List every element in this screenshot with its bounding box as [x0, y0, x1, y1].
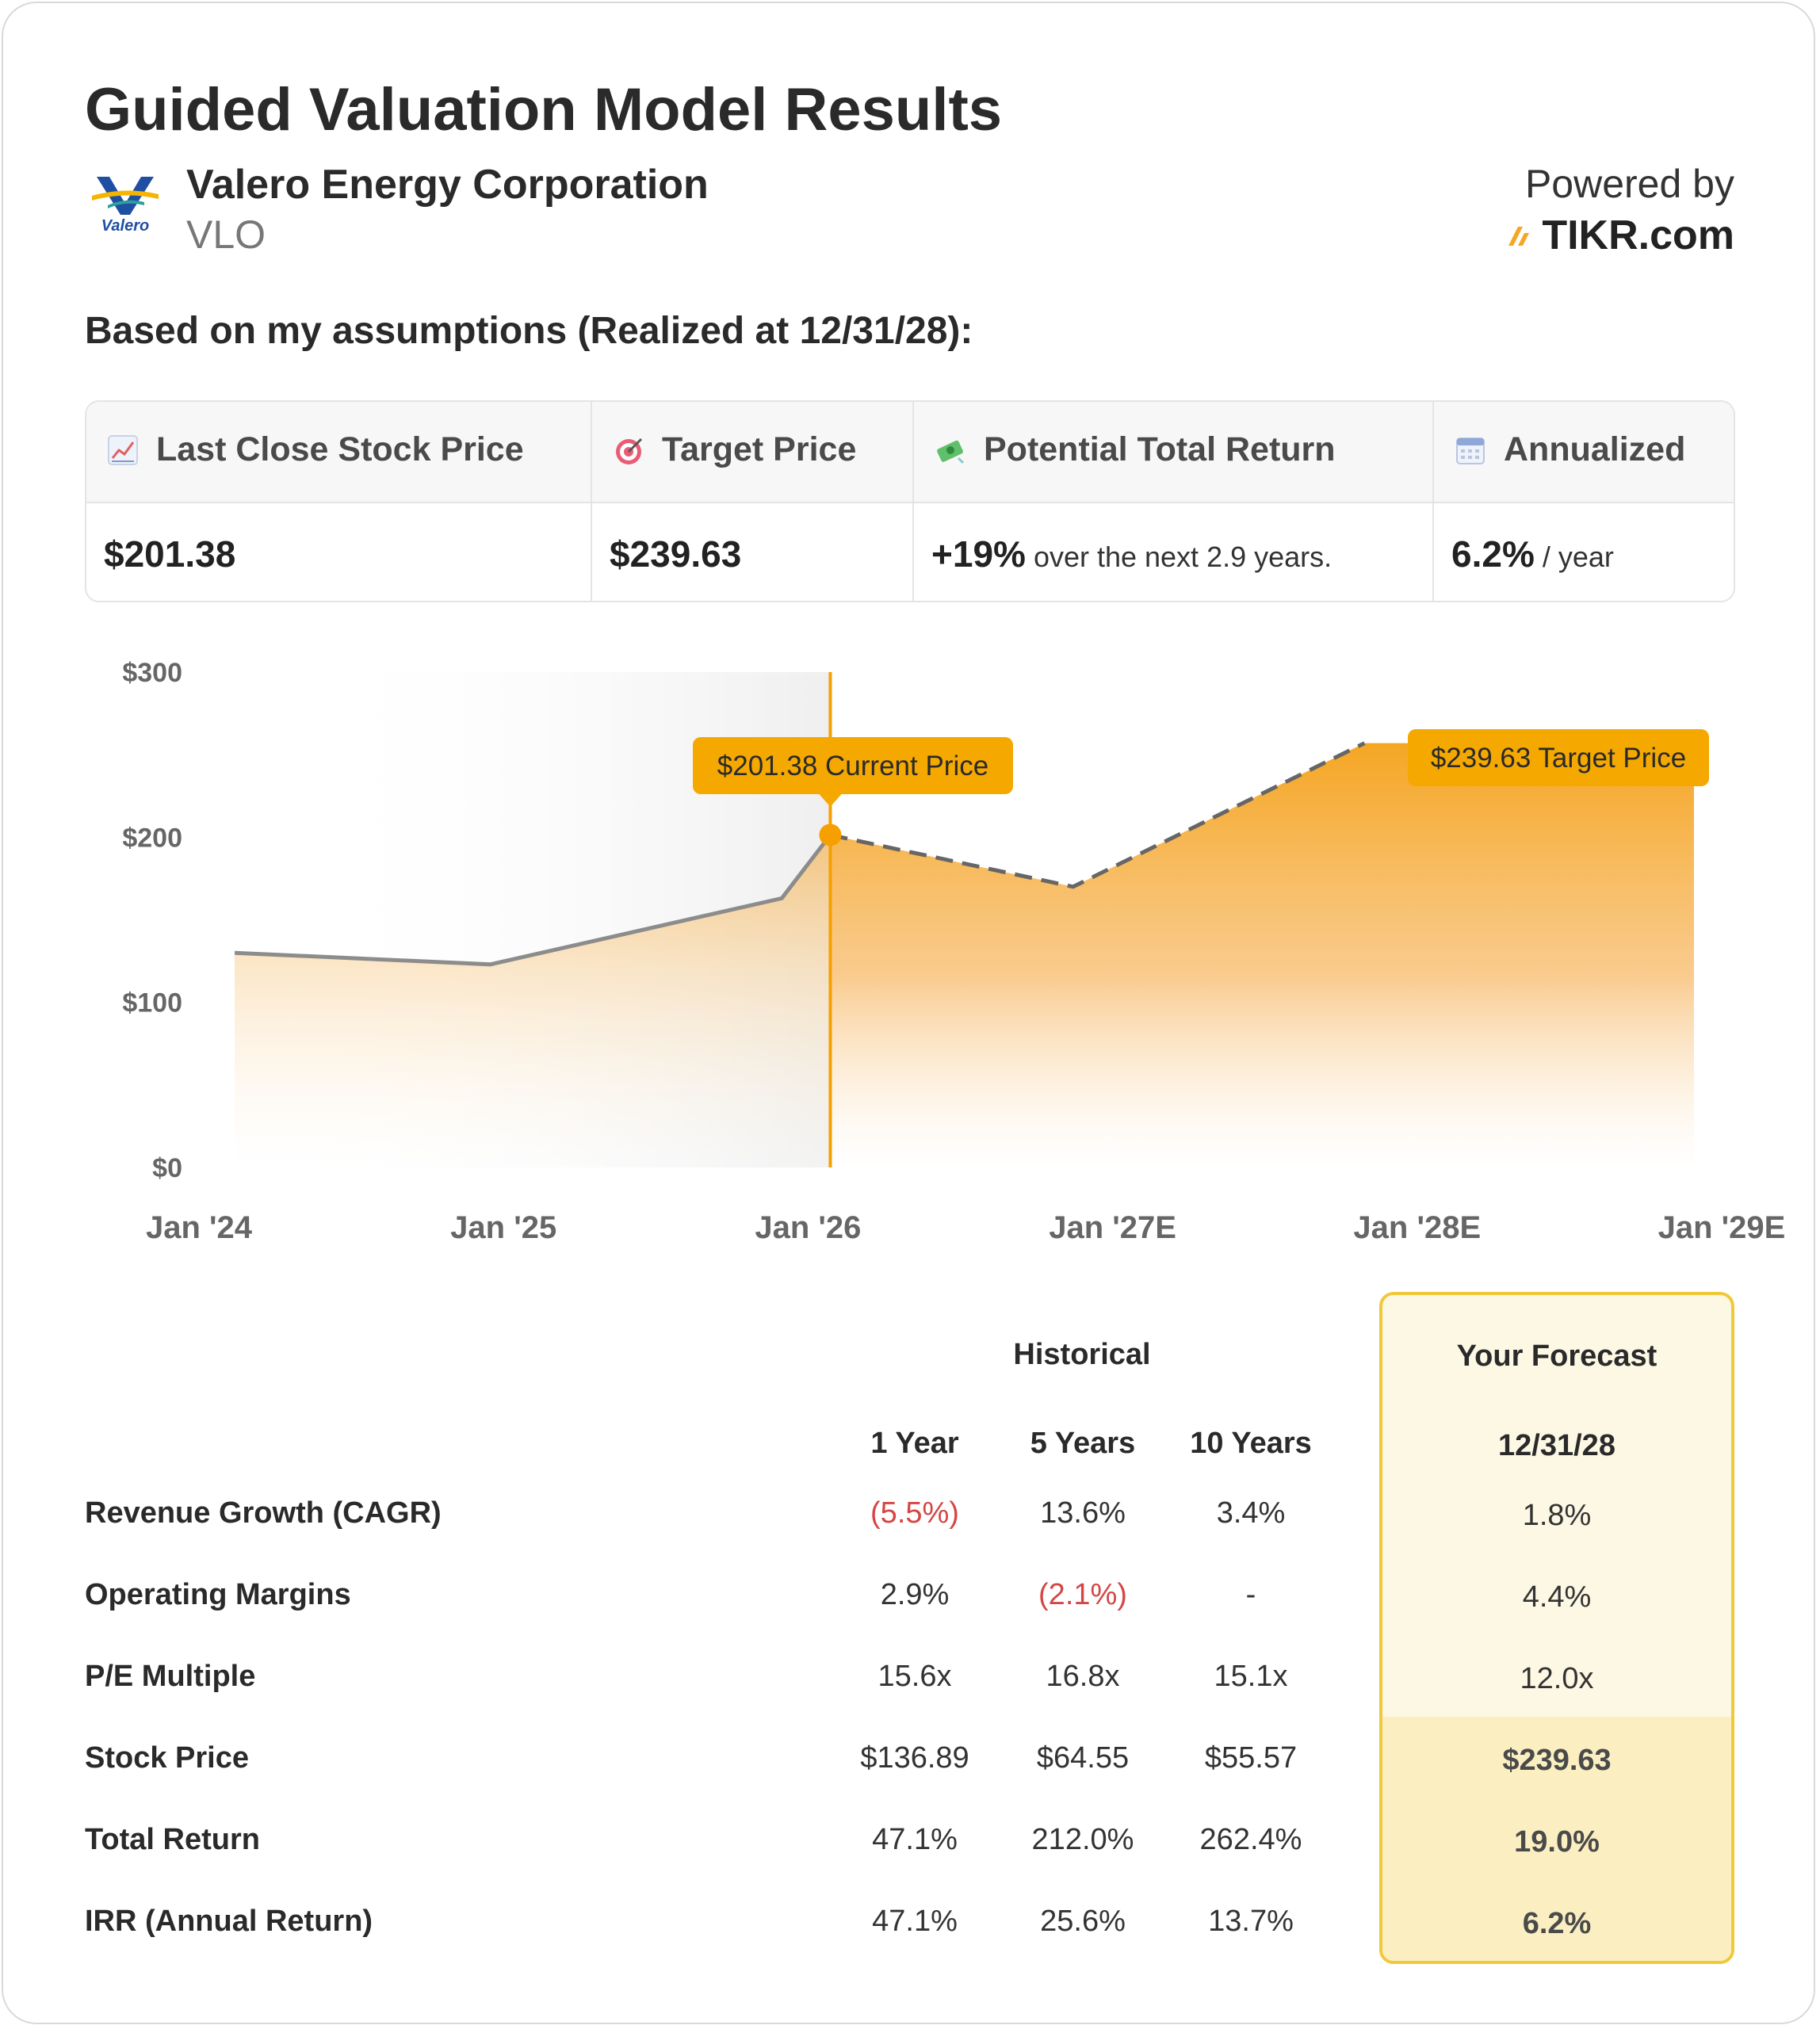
chart-increasing-icon [108, 434, 138, 465]
money-icon [937, 440, 965, 464]
company-name: Valero Energy Corporation [186, 162, 709, 208]
kpi-target-price: Target Price $239.63 [592, 402, 914, 601]
table-cell: - [1245, 1578, 1256, 1611]
table-cell: 25.6% [1040, 1905, 1126, 1938]
table-cell: 47.1% [872, 1823, 958, 1856]
kpi-value-annualized: 6.2% [1451, 533, 1535, 575]
y-tick-label: $300 [122, 658, 182, 688]
x-tick-label: Jan '29E [1658, 1210, 1786, 1245]
target-price-label-box [1408, 729, 1709, 786]
target-icon [616, 438, 643, 464]
logo-wordmark: Valero [101, 217, 149, 234]
tikr-brand[interactable]: TIKR.com [1507, 212, 1734, 259]
kpi-value-total-return: +19% [931, 533, 1026, 575]
target-price-label: $239.63 Target Price [1431, 743, 1686, 774]
table-cell: 262.4% [1199, 1823, 1302, 1856]
x-tick-label: Jan '28E [1353, 1210, 1481, 1245]
forecast-price-line [829, 741, 1366, 889]
current-price-label-box [693, 737, 1013, 794]
forecast-cell: 6.2% [1522, 1907, 1592, 1940]
calendar-icon [1456, 437, 1485, 464]
table-cell: 47.1% [872, 1905, 958, 1938]
col-header-forecast-date: 12/31/28 [1498, 1429, 1615, 1462]
col-header-10-years: 10 Years [1190, 1427, 1312, 1460]
kpi-label-total-return: Potential Total Return [984, 430, 1336, 468]
row-label: Revenue Growth (CAGR) [85, 1496, 442, 1530]
table-cell: 2.9% [880, 1578, 950, 1611]
forecast-cell: 12.0x [1520, 1662, 1594, 1695]
x-tick-label: Jan '24 [146, 1210, 253, 1245]
historical-group-header: Historical [1013, 1338, 1151, 1371]
kpi-total-return: Potential Total Return +19% over the next… [914, 402, 1434, 601]
historical-price-line [234, 833, 832, 967]
table-cell: (5.5%) [870, 1496, 959, 1530]
kpi-value-last-close: $201.38 [104, 533, 236, 575]
table-cell: 13.6% [1040, 1496, 1126, 1530]
row-label: Operating Margins [85, 1578, 351, 1611]
forecast-cell: 19.0% [1514, 1825, 1600, 1859]
table-cell: $64.55 [1036, 1741, 1130, 1775]
current-price-label: $201.38 Current Price [717, 751, 988, 781]
row-label: Total Return [85, 1823, 260, 1856]
kpi-annualized: Annualized 6.2% / year [1434, 402, 1734, 601]
page-title: Guided Valuation Model Results [85, 76, 1003, 143]
row-label: IRR (Annual Return) [85, 1905, 373, 1938]
y-tick-label: $200 [122, 823, 182, 853]
table-cell: 212.0% [1031, 1823, 1134, 1856]
forecast-area [830, 743, 1694, 1167]
ticker-symbol: VLO [186, 212, 266, 257]
table-cell: (2.1%) [1038, 1578, 1127, 1611]
row-label: Stock Price [85, 1741, 249, 1775]
forecast-group-header: Your Forecast [1456, 1339, 1658, 1373]
kpi-table: Last Close Stock Price $201.38 Target Pr… [85, 400, 1735, 602]
x-tick-label: Jan '27E [1049, 1210, 1176, 1245]
x-tick-label: Jan '26 [755, 1210, 861, 1245]
forecast-cell: 1.8% [1522, 1499, 1592, 1532]
table-cell: 15.1x [1214, 1660, 1288, 1693]
kpi-suffix-annualized: / year [1542, 541, 1614, 573]
forecast-column [1379, 1292, 1734, 1964]
x-tick-label: Jan '25 [450, 1210, 556, 1245]
kpi-value-target-price: $239.63 [610, 533, 742, 575]
kpi-suffix-total-return: over the next 2.9 years. [1033, 541, 1332, 573]
kpi-last-close: Last Close Stock Price $201.38 [86, 402, 592, 601]
y-tick-label: $100 [122, 988, 182, 1018]
tikr-logo-icon [1508, 227, 1530, 246]
table-cell: 13.7% [1208, 1905, 1294, 1938]
current-price-marker [819, 823, 842, 846]
table-cell: $136.89 [860, 1741, 969, 1775]
forecast-cell: $239.63 [1502, 1744, 1612, 1777]
valero-logo: Valero [86, 170, 165, 235]
tikr-brand-text: TIKR.com [1542, 212, 1734, 258]
forecast-cell: 4.4% [1522, 1580, 1592, 1614]
price-chart: $0 $100 $200 $300 Jan '24 Jan '25 Jan '26 Jan … [122, 658, 1786, 1245]
historical-area [235, 835, 831, 1167]
y-tick-label: $0 [152, 1153, 182, 1183]
table-cell: 16.8x [1046, 1660, 1120, 1693]
forecast-highlight [1382, 1717, 1731, 1961]
kpi-label-target-price: Target Price [662, 430, 857, 468]
kpi-label-last-close: Last Close Stock Price [156, 430, 524, 468]
kpi-label-annualized: Annualized [1504, 430, 1686, 468]
col-header-5-years: 5 Years [1030, 1427, 1136, 1460]
table-cell: $55.57 [1204, 1741, 1298, 1775]
powered-by-label: Powered by [1524, 162, 1734, 206]
table-cell: 3.4% [1216, 1496, 1286, 1530]
row-label: P/E Multiple [85, 1660, 256, 1693]
table-cell: 15.6x [878, 1660, 952, 1693]
assumptions-subtitle: Based on my assumptions (Realized at 12/… [85, 310, 973, 352]
col-header-1-year: 1 Year [870, 1427, 959, 1460]
